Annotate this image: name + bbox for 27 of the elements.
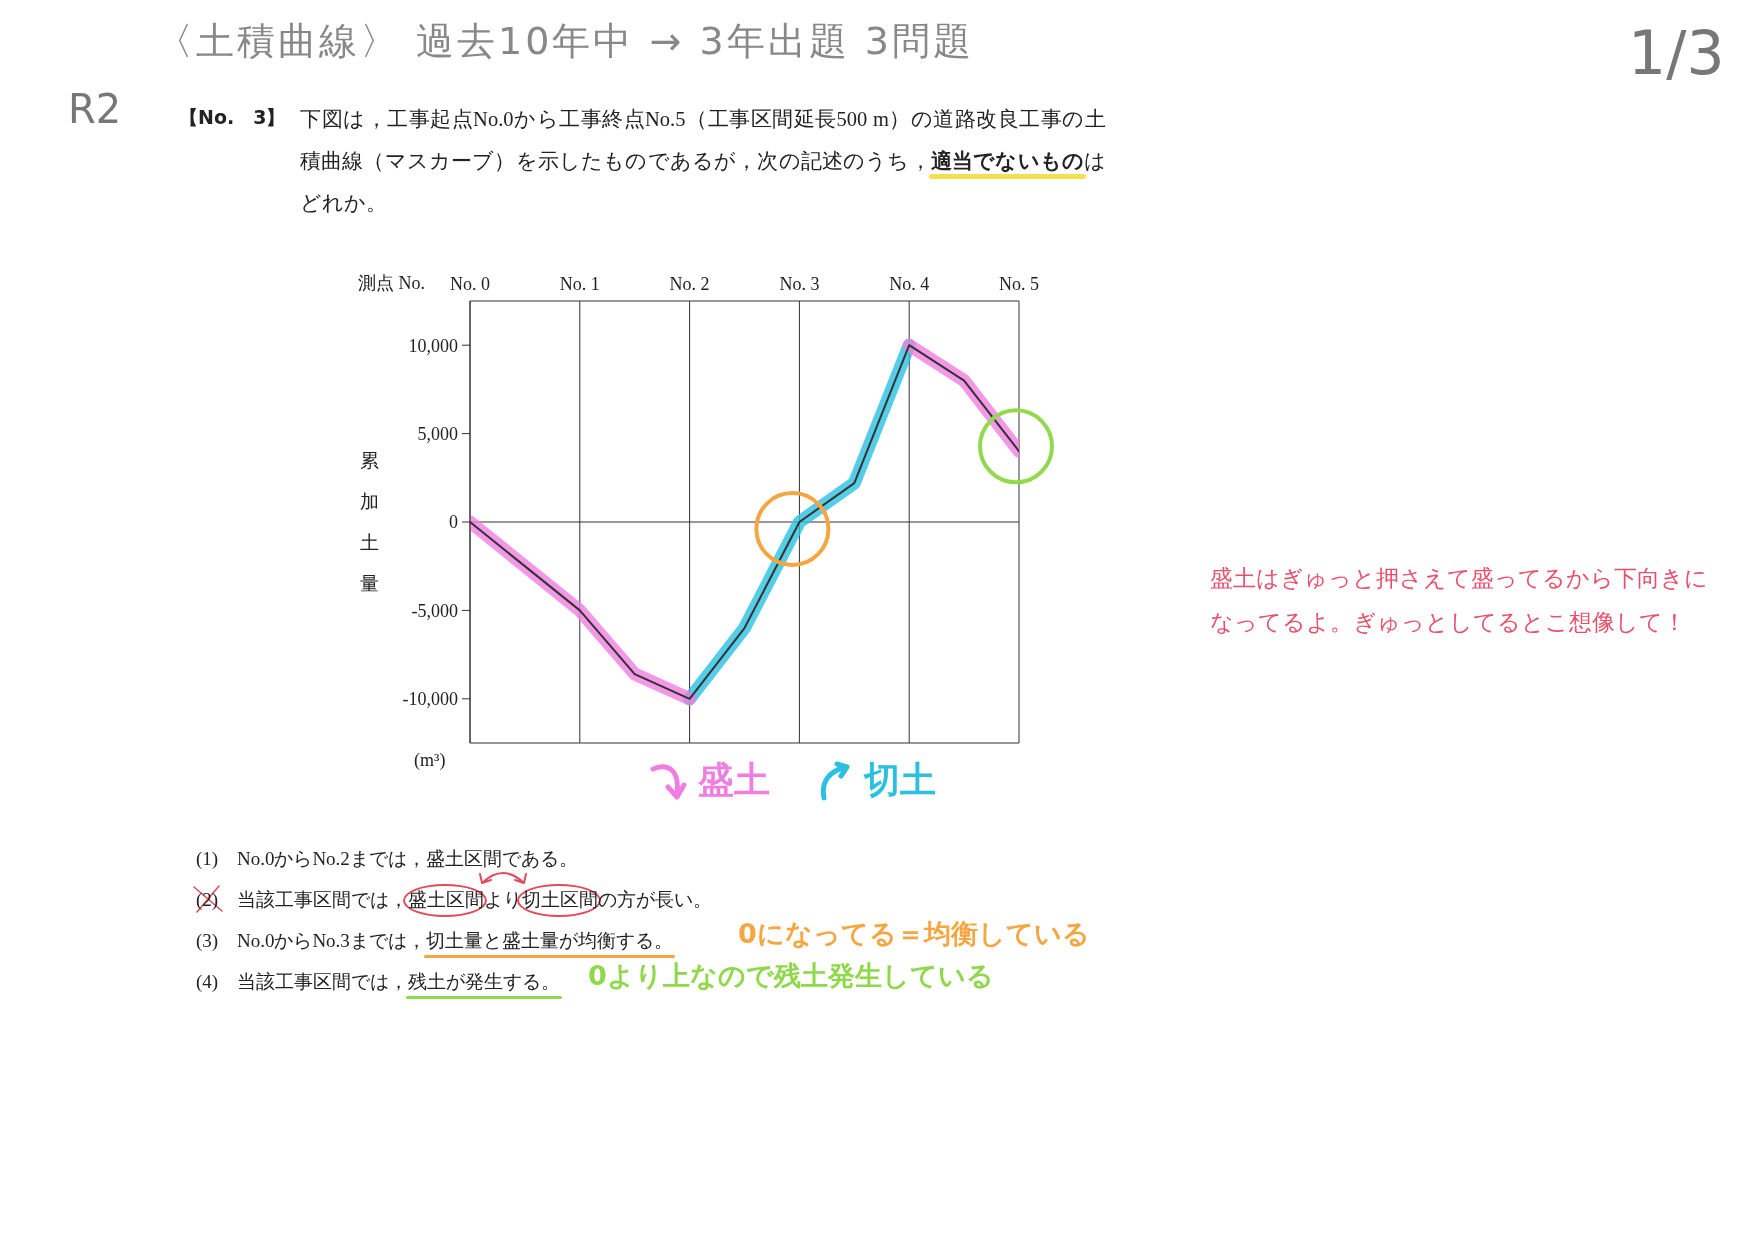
text: 盛土はぎゅっと押さえて盛ってるから下向きになってるよ。ぎゅっとしてるとこ想像して！ (1210, 565, 1708, 635)
text: R2 (68, 86, 122, 132)
x-tick-label: No. 1 (559, 274, 600, 294)
text: (1) No.0からNo.2までは，盛土区間である。 (196, 848, 578, 869)
text: 下図は，工事起点No.0から工事終点No.5（工事区間延長500 m）の道路改良工事の土積曲線（マスカーブ）を示したものであるが，次の記述のうち，適当でないものはどれか。 (300, 108, 1107, 214)
y-tick-label: -5,000 (411, 600, 458, 621)
x-tick-label: No. 3 (779, 274, 820, 294)
text: 0より上なので残土発生している (588, 960, 994, 991)
y-tick-label: 5,000 (417, 423, 458, 444)
text: 1/3 (1628, 18, 1725, 88)
y-tick-label: 0 (449, 512, 458, 533)
x-tick-label: No. 4 (889, 274, 930, 294)
text: 【No. 3】 (179, 106, 286, 128)
chart-title: 〈土積曲線〉 過去10年中 → 3年出題 3問題 (155, 19, 974, 63)
x-tick-label: No. 5 (999, 274, 1039, 294)
legend-label: 盛土 (698, 759, 770, 800)
x-axis-title: 測点 No. (358, 273, 425, 293)
text: (4) 当該工事区間では，残土が発生する。 (196, 971, 560, 992)
text: 0になってる＝均衡している (738, 918, 1090, 949)
y-tick-label: 10,000 (408, 335, 458, 356)
legend-label: 切土 (864, 759, 936, 800)
x-tick-label: No. 0 (450, 274, 490, 294)
y-tick-label: -10,000 (402, 689, 458, 710)
text: (3) No.0からNo.3までは，切土量と盛土量が均衡する。 (196, 930, 673, 951)
y-axis-title: 累加土量 (359, 450, 379, 594)
text: (m³) (414, 750, 446, 770)
x-tick-label: No. 2 (669, 274, 710, 294)
